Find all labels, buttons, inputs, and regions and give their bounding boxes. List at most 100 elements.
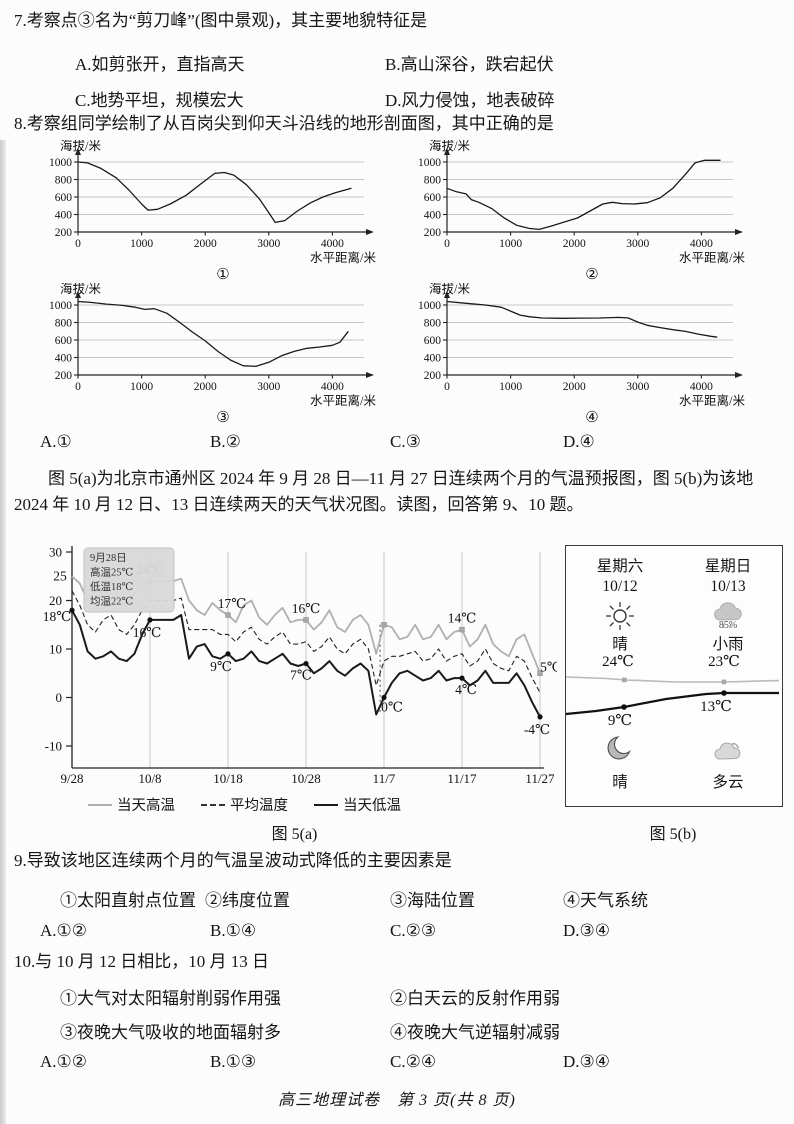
svg-text:600: 600	[55, 335, 73, 347]
svg-text:1000: 1000	[130, 381, 153, 393]
rain-cloud-icon	[674, 600, 782, 634]
svg-text:200: 200	[55, 227, 73, 239]
svg-text:24℃: 24℃	[602, 654, 634, 670]
svg-text:200: 200	[55, 370, 73, 382]
svg-text:水平距离/米: 水平距离/米	[679, 250, 745, 265]
svg-text:200: 200	[424, 370, 442, 382]
weekday-sun: 星期日	[704, 558, 752, 575]
svg-text:2000: 2000	[194, 238, 217, 250]
precip-blank	[566, 620, 674, 631]
elevation-profile-chart-1: 200 400 600 800 1000 0 1000 2000 3000 4000 海拔/米水平距…	[49, 140, 376, 282]
svg-text:800: 800	[55, 175, 73, 187]
svg-text:800: 800	[424, 175, 442, 187]
svg-text:800: 800	[424, 318, 442, 330]
q7-option-b: B.高山深谷，跌宕起伏	[385, 55, 554, 74]
svg-text:1000: 1000	[499, 381, 522, 393]
svg-text:25: 25	[53, 568, 67, 583]
mean-temp-line-swatch	[201, 803, 225, 806]
q9-item-2: ②纬度位置	[205, 891, 290, 910]
svg-text:5℃: 5℃	[540, 659, 557, 674]
figure-5a-caption: 图 5(a)	[271, 826, 318, 843]
precip-probability: 85%	[718, 620, 738, 631]
svg-text:高温25℃: 高温25℃	[90, 566, 133, 579]
svg-text:600: 600	[424, 335, 442, 347]
elevation-profile-chart-3: 200 400 600 800 1000 0 1000 2000 3000 4000 海拔/米水平距…	[49, 283, 376, 425]
legend-high-label: 当天高温	[117, 798, 175, 814]
svg-text:4000: 4000	[690, 238, 713, 250]
q10-answer-d: D.③④	[563, 1052, 611, 1071]
q8-answer-a: A.①	[40, 432, 72, 451]
svg-text:1000: 1000	[130, 238, 153, 250]
svg-text:14℃: 14℃	[448, 611, 477, 626]
svg-text:4000: 4000	[690, 381, 713, 393]
svg-text:4℃: 4℃	[455, 682, 477, 697]
svg-text:400: 400	[424, 353, 442, 365]
q9-item-4: ④天气系统	[563, 891, 648, 910]
weather-panel: 星期六 星期日 10/12 10/13	[565, 545, 783, 807]
svg-text:9℃: 9℃	[608, 713, 632, 729]
svg-text:②: ②	[585, 267, 598, 282]
svg-text:17℃: 17℃	[218, 596, 247, 611]
svg-text:600: 600	[55, 192, 73, 204]
svg-text:11/27: 11/27	[525, 771, 555, 786]
day-weather-sun: 小雨	[712, 636, 744, 653]
svg-text:16℃: 16℃	[133, 625, 162, 640]
svg-text:1000: 1000	[49, 300, 72, 312]
svg-text:③: ③	[216, 410, 229, 425]
cloud-icon	[674, 734, 782, 768]
svg-text:海拔/米: 海拔/米	[60, 283, 101, 296]
q10-item-1: ①大气对太阳辐射削弱作用强	[60, 989, 281, 1008]
legend-low-label: 当天低温	[343, 798, 401, 814]
svg-text:10/8: 10/8	[138, 771, 161, 786]
svg-text:1000: 1000	[499, 238, 522, 250]
svg-text:3000: 3000	[257, 381, 280, 393]
svg-text:7℃: 7℃	[290, 668, 312, 683]
q7-option-c: C.地势平坦，规模宏大	[75, 91, 244, 110]
scan-edge-shadow	[0, 140, 6, 1124]
temp-chart-legend: 当天高温 平均温度 当天低温	[88, 794, 401, 815]
svg-text:①: ①	[216, 267, 229, 282]
svg-text:9/28: 9/28	[60, 771, 83, 786]
q9-item-1: ①太阳直射点位置	[60, 891, 196, 910]
svg-text:海拔/米: 海拔/米	[60, 140, 101, 153]
svg-text:400: 400	[424, 210, 442, 222]
svg-text:11/7: 11/7	[373, 771, 396, 786]
svg-text:23℃: 23℃	[708, 654, 740, 670]
q7-option-d: D.风力侵蚀，地表破碎	[385, 91, 555, 110]
svg-text:-4℃: -4℃	[524, 722, 550, 737]
svg-text:低温18℃: 低温18℃	[90, 580, 133, 593]
svg-text:海拔/米: 海拔/米	[429, 140, 470, 153]
weekday-sat: 星期六	[596, 558, 644, 575]
q10-item-3: ③夜晚大气吸收的地面辐射多	[60, 1023, 281, 1042]
svg-text:0: 0	[444, 381, 450, 393]
svg-text:均温22℃: 均温22℃	[90, 596, 133, 608]
figure5-intro-paragraph: 图 5(a)为北京市通州区 2024 年 9 月 28 日—11 月 27 日连…	[14, 469, 754, 515]
figure-5b-caption: 图 5(b)	[649, 826, 697, 843]
svg-text:0: 0	[75, 381, 81, 393]
q10-answer-a: A.①②	[40, 1052, 88, 1071]
panel-temperature-lines: 24℃ 23℃ 9℃ 13℃	[566, 654, 779, 729]
svg-text:200: 200	[424, 227, 442, 239]
svg-text:400: 400	[55, 210, 73, 222]
elevation-profile-chart-2: 200 400 600 800 1000 0 1000 2000 3000 4000 海拔/米水平距…	[418, 140, 745, 282]
date-1013: 10/13	[710, 578, 746, 595]
svg-text:2000: 2000	[563, 381, 586, 393]
svg-text:30: 30	[49, 545, 62, 560]
svg-text:0: 0	[444, 238, 450, 250]
q9-answer-b: B.①④	[210, 921, 257, 940]
svg-text:4000: 4000	[321, 381, 344, 393]
night-weather-sun: 多云	[712, 774, 744, 791]
svg-text:0℃: 0℃	[381, 700, 403, 715]
svg-text:3000: 3000	[257, 238, 280, 250]
svg-text:20: 20	[49, 593, 62, 608]
svg-text:1000: 1000	[418, 300, 441, 312]
svg-text:④: ④	[585, 410, 598, 425]
svg-text:4000: 4000	[321, 238, 344, 250]
question-9-stem: 9.导致该地区连续两个月的气温呈波动式降低的主要因素是	[14, 851, 452, 870]
svg-text:1000: 1000	[418, 157, 441, 169]
svg-text:2000: 2000	[194, 381, 217, 393]
svg-text:3000: 3000	[626, 238, 649, 250]
night-weather-sat: 晴	[612, 774, 628, 791]
svg-text:水平距离/米: 水平距离/米	[310, 393, 376, 408]
